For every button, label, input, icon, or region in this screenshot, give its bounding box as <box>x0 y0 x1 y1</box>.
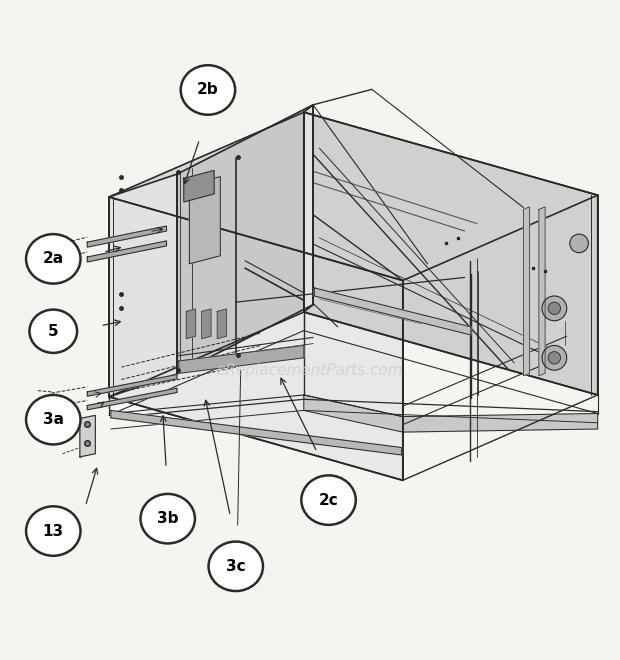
Text: 3c: 3c <box>226 559 246 574</box>
Ellipse shape <box>180 65 235 115</box>
Polygon shape <box>179 345 304 374</box>
Ellipse shape <box>26 506 81 556</box>
Polygon shape <box>111 411 402 455</box>
Ellipse shape <box>301 475 356 525</box>
Polygon shape <box>523 207 529 376</box>
Ellipse shape <box>26 395 81 444</box>
Polygon shape <box>109 174 177 397</box>
Ellipse shape <box>208 542 263 591</box>
Polygon shape <box>87 241 167 262</box>
Polygon shape <box>186 309 195 339</box>
Polygon shape <box>109 112 598 280</box>
Text: 2a: 2a <box>43 251 64 267</box>
Polygon shape <box>314 288 471 335</box>
Circle shape <box>542 345 567 370</box>
Text: 3b: 3b <box>157 512 179 526</box>
Text: 2c: 2c <box>319 492 339 508</box>
Polygon shape <box>87 388 177 410</box>
Text: eReplacementParts.com: eReplacementParts.com <box>216 363 404 378</box>
Polygon shape <box>87 374 177 396</box>
Polygon shape <box>184 170 214 202</box>
Circle shape <box>542 296 567 321</box>
Text: 3a: 3a <box>43 412 64 427</box>
Ellipse shape <box>30 310 77 353</box>
Circle shape <box>548 352 560 364</box>
Polygon shape <box>109 197 403 480</box>
Ellipse shape <box>141 494 195 543</box>
Polygon shape <box>217 309 226 339</box>
Text: 13: 13 <box>43 523 64 539</box>
Polygon shape <box>87 226 167 247</box>
Polygon shape <box>304 395 598 432</box>
Ellipse shape <box>26 234 81 284</box>
Text: 5: 5 <box>48 324 58 339</box>
Polygon shape <box>304 105 313 312</box>
Polygon shape <box>202 309 211 339</box>
Polygon shape <box>304 112 598 395</box>
Polygon shape <box>177 105 313 374</box>
Polygon shape <box>80 415 95 457</box>
Circle shape <box>570 234 588 253</box>
Circle shape <box>548 302 560 315</box>
Text: 2b: 2b <box>197 82 219 98</box>
Polygon shape <box>189 177 220 264</box>
Polygon shape <box>539 207 545 376</box>
